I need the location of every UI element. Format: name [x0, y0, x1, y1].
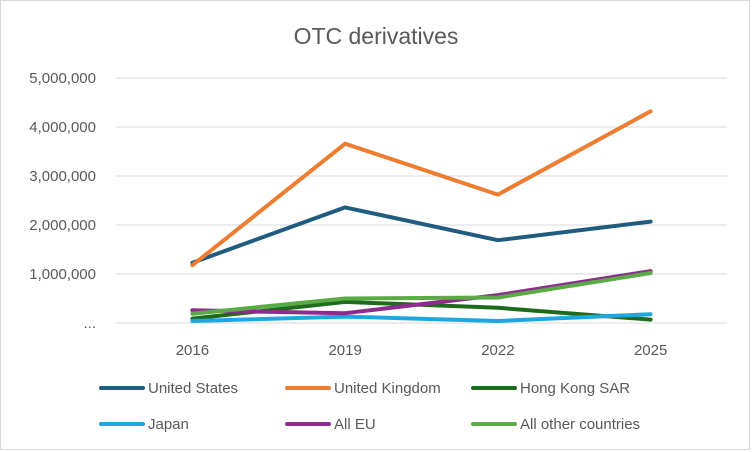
y-tick-label: ...: [83, 315, 96, 332]
x-tick-label: 2019: [328, 342, 361, 359]
grid-layer: [116, 77, 727, 324]
series-line-japan[interactable]: [190, 312, 653, 323]
legend-item[interactable]: United Kingdom: [285, 380, 441, 397]
series-line-united-states[interactable]: [190, 205, 653, 265]
y-tick-label: 4,000,000: [29, 119, 96, 136]
y-tick-label: 2,000,000: [29, 217, 96, 234]
x-tick-label: 2022: [481, 342, 514, 359]
y-tick-label: 3,000,000: [29, 168, 96, 185]
chart-title: OTC derivatives: [294, 23, 459, 49]
y-tick-label: 1,000,000: [29, 266, 96, 283]
x-tick-label: 2025: [634, 342, 667, 359]
legend-item[interactable]: All EU: [285, 416, 376, 433]
legend-label: Hong Kong SAR: [520, 380, 630, 397]
legend-label: United Kingdom: [334, 380, 441, 397]
legend-label: All other countries: [520, 416, 640, 433]
series-line-united-kingdom[interactable]: [190, 109, 653, 268]
legend-label: All EU: [334, 416, 376, 433]
series-line-all-eu[interactable]: [190, 269, 653, 316]
legend-item[interactable]: All other countries: [471, 416, 640, 433]
axis-layer: ... 1,000,000 2,000,000 3,000,000 4,000,000 5…: [29, 70, 667, 359]
legend-item[interactable]: Hong Kong SAR: [471, 380, 630, 397]
series-line-all-other-countries[interactable]: [190, 271, 653, 316]
legend-item[interactable]: Japan: [99, 416, 189, 433]
legend[interactable]: United States United Kingdom Hong Kong SAR…: [99, 380, 640, 433]
series-layer: [190, 109, 653, 323]
y-tick-label: 5,000,000: [29, 70, 96, 87]
legend-item[interactable]: United States: [99, 380, 238, 397]
legend-label: Japan: [148, 416, 189, 433]
legend-label: United States: [148, 380, 238, 397]
x-tick-label: 2016: [176, 342, 209, 359]
